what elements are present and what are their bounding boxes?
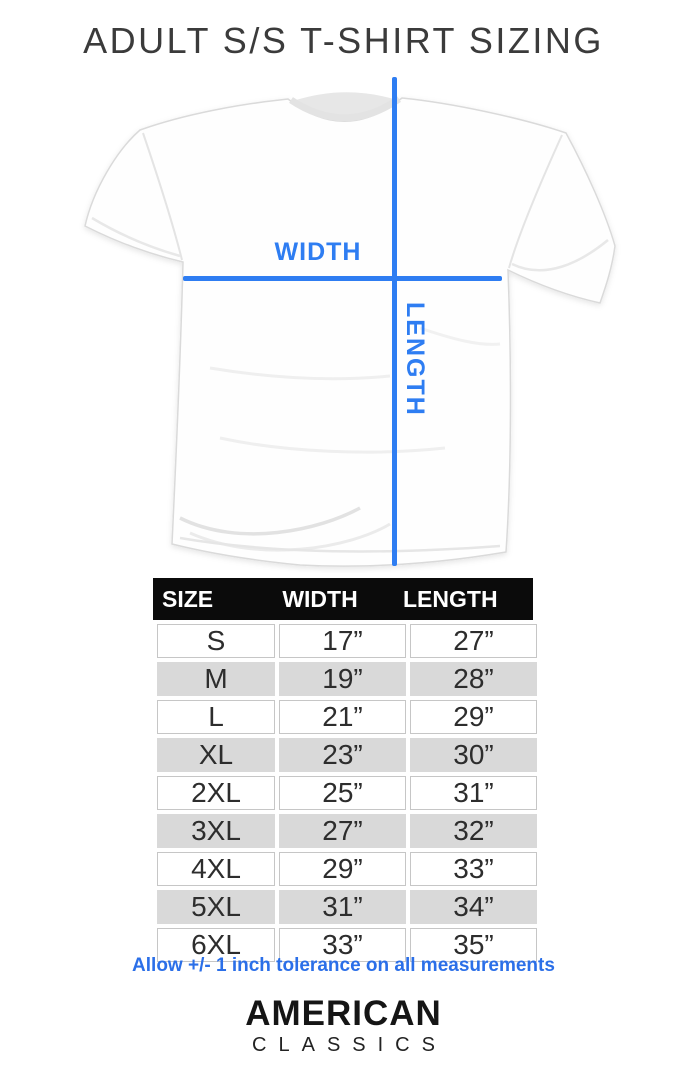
table-row-5xl: 5XL 31” 34”: [157, 890, 537, 924]
tshirt-body: [84, 97, 616, 567]
length-measure-line: [392, 77, 397, 566]
cell-width: 21”: [279, 700, 406, 734]
right-armhole-seam: [508, 134, 563, 269]
cell-length: 28”: [410, 662, 537, 696]
cell-length: 33”: [410, 852, 537, 886]
length-label: LENGTH: [401, 302, 429, 417]
cell-size: L: [157, 700, 275, 734]
size-table-header: SIZE WIDTH LENGTH: [153, 578, 533, 620]
brand-name-primary: AMERICAN: [245, 994, 442, 1033]
cell-size: 5XL: [157, 890, 275, 924]
cell-width: 19”: [279, 662, 406, 696]
brand-name-secondary: CLASSICS: [252, 1034, 447, 1056]
wrinkle-line: [209, 366, 391, 381]
page-title: ADULT S/S T-SHIRT SIZING: [83, 20, 604, 61]
hem-line: [179, 536, 501, 553]
cell-length: 29”: [410, 700, 537, 734]
cell-size: S: [157, 624, 275, 658]
cell-width: 25”: [279, 776, 406, 810]
header-size: SIZE: [162, 585, 214, 612]
cell-length: 35”: [410, 928, 537, 962]
tshirt-graphic: [84, 92, 616, 567]
cell-length: 34”: [410, 890, 537, 924]
left-armhole-seam: [142, 132, 183, 261]
cell-width: 23”: [279, 738, 406, 772]
cell-width: 17”: [279, 624, 406, 658]
cell-size: M: [157, 662, 275, 696]
cell-width: 33”: [279, 928, 406, 962]
table-row-3xl: 3XL 27” 32”: [157, 814, 537, 848]
wrinkle-line: [219, 436, 446, 454]
cell-width: 31”: [279, 890, 406, 924]
cell-width: 29”: [279, 852, 406, 886]
wrinkle-line: [419, 326, 501, 346]
cell-size: 2XL: [157, 776, 275, 810]
cell-length: 30”: [410, 738, 537, 772]
table-row-6xl: 6XL 33” 35”: [157, 928, 537, 962]
size-table: SIZE WIDTH LENGTH S 17” 27” M 19” 28” L …: [153, 578, 537, 966]
table-row-xl: XL 23” 30”: [157, 738, 537, 772]
cell-length: 27”: [410, 624, 537, 658]
header-width: WIDTH: [282, 585, 358, 612]
hem-fold-crease: [179, 506, 361, 536]
collar-interior: [293, 92, 397, 116]
collar-band: [289, 96, 401, 122]
table-row-2xl: 2XL 25” 31”: [157, 776, 537, 810]
width-measure-line: [183, 276, 502, 281]
brand-logo: AMERICAN CLASSICS: [0, 996, 687, 1057]
cell-size: 6XL: [157, 928, 275, 962]
cell-width: 27”: [279, 814, 406, 848]
width-label: WIDTH: [274, 238, 362, 266]
cell-size: XL: [157, 738, 275, 772]
tolerance-note: Allow +/- 1 inch tolerance on all measur…: [132, 955, 555, 976]
table-row-m: M 19” 28”: [157, 662, 537, 696]
table-row-4xl: 4XL 29” 33”: [157, 852, 537, 886]
table-row-s: S 17” 27”: [157, 624, 537, 658]
header-length: LENGTH: [403, 585, 498, 612]
right-cuff-seam: [511, 239, 609, 272]
size-table-body: S 17” 27” M 19” 28” L 21” 29” XL 23” 30”…: [153, 620, 537, 966]
table-row-l: L 21” 29”: [157, 700, 537, 734]
cell-length: 31”: [410, 776, 537, 810]
left-cuff-seam: [91, 216, 181, 258]
cell-size: 3XL: [157, 814, 275, 848]
cell-length: 32”: [410, 814, 537, 848]
cell-size: 4XL: [157, 852, 275, 886]
